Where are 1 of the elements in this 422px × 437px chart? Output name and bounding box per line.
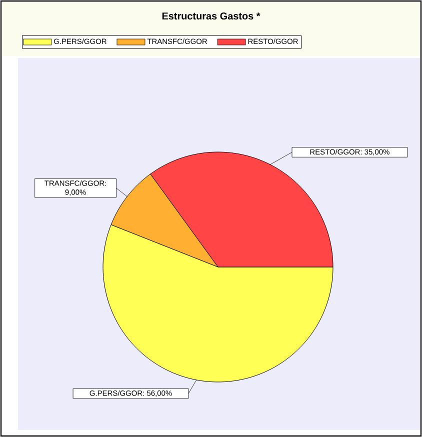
- chart-title: Estructuras Gastos *: [162, 12, 260, 20]
